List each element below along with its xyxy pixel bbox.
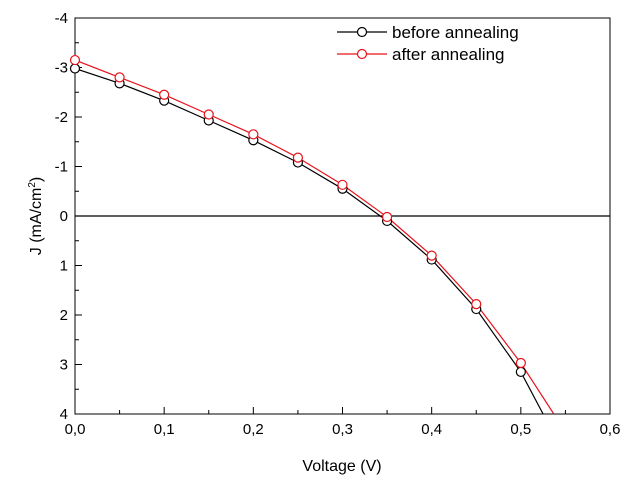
x-tick-label: 0,0	[65, 421, 86, 438]
data-point-after	[292, 152, 304, 163]
y-tick-label: -2	[55, 109, 68, 126]
series-layer	[75, 59, 555, 414]
y-tick-label: 4	[60, 406, 68, 423]
data-point-after	[203, 109, 214, 120]
data-point-before	[515, 366, 526, 378]
y-tick-label: 3	[60, 357, 68, 374]
y-axis-title-main: J (mA/cm	[28, 188, 45, 256]
data-point-after	[337, 179, 348, 190]
data-point-after	[248, 129, 259, 140]
data-point-after	[159, 89, 170, 100]
data-point-after	[69, 54, 81, 66]
x-tick-label: 0,4	[421, 421, 442, 438]
x-tick-label: 0,3	[332, 421, 353, 438]
y-tick-label: 2	[60, 307, 68, 324]
data-point-after	[515, 357, 526, 369]
y-axis-title: J (mA/cm2)	[27, 177, 45, 255]
y-tick-label: -4	[55, 10, 68, 27]
series-line-after	[75, 59, 555, 414]
legend-swatch-marker-before	[356, 26, 368, 38]
data-point-before	[69, 63, 81, 74]
legend-item-before: before annealing	[337, 23, 519, 42]
data-point-after	[114, 72, 125, 83]
legend-item-after: after annealing	[337, 45, 504, 64]
y-tick-label: -1	[55, 159, 68, 176]
data-point-after	[381, 211, 393, 223]
data-point-after	[426, 250, 437, 261]
x-tick-label: 0,1	[154, 421, 175, 438]
y-axis-title-close: )	[28, 177, 45, 182]
y-tick-label: -3	[55, 60, 68, 77]
legend-label-before: before annealing	[392, 23, 519, 42]
y-tick-label: 0	[60, 208, 68, 225]
data-point-after	[471, 299, 482, 310]
legend-label-after: after annealing	[392, 45, 504, 64]
axis-ticks	[74, 17, 611, 415]
y-tick-label: 1	[60, 258, 68, 275]
x-axis-title: Voltage (V)	[302, 458, 381, 475]
x-tick-labels: 0,0 0,1 0,2 0,3 0,4 0,5 0,6	[65, 421, 621, 438]
legend: before annealing after annealing	[337, 23, 519, 64]
y-axis-title-superscript: 2	[27, 182, 38, 188]
x-tick-label: 0,2	[243, 421, 264, 438]
x-tick-label: 0,6	[600, 421, 621, 438]
markers-layer	[69, 54, 526, 378]
x-tick-label: 0,5	[510, 421, 531, 438]
series-line-before	[75, 67, 544, 414]
legend-swatch-marker-after	[356, 48, 368, 60]
y-tick-labels: -4 -3 -2 -1 0 1 2 3 4	[55, 10, 68, 423]
